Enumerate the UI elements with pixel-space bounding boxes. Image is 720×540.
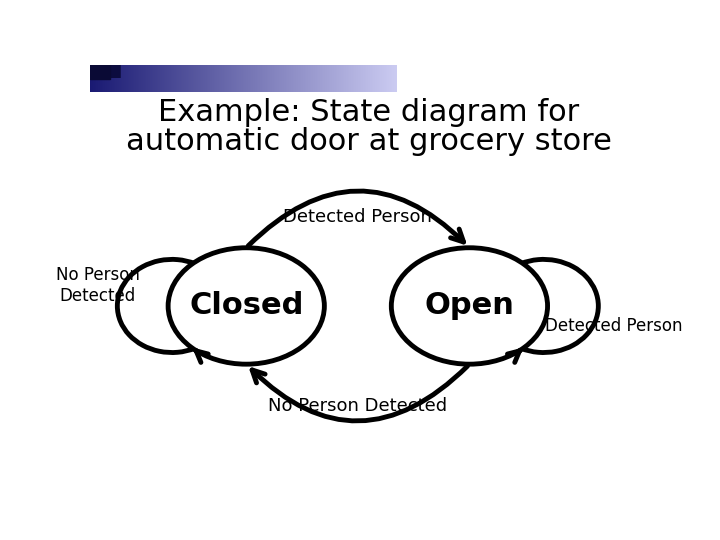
Text: automatic door at grocery store: automatic door at grocery store (126, 127, 612, 156)
Text: No Person Detected: No Person Detected (269, 397, 447, 415)
Text: Closed: Closed (189, 292, 303, 320)
Circle shape (168, 248, 324, 364)
Text: No Person
Detected: No Person Detected (56, 266, 140, 305)
FancyArrowPatch shape (248, 191, 464, 246)
Bar (90, 65, 109, 79)
Text: Detected Person: Detected Person (284, 207, 432, 226)
Circle shape (392, 248, 548, 364)
Text: Detected Person: Detected Person (545, 318, 683, 335)
Text: Open: Open (425, 292, 514, 320)
Text: Example: State diagram for: Example: State diagram for (158, 98, 580, 127)
FancyArrowPatch shape (252, 366, 467, 421)
